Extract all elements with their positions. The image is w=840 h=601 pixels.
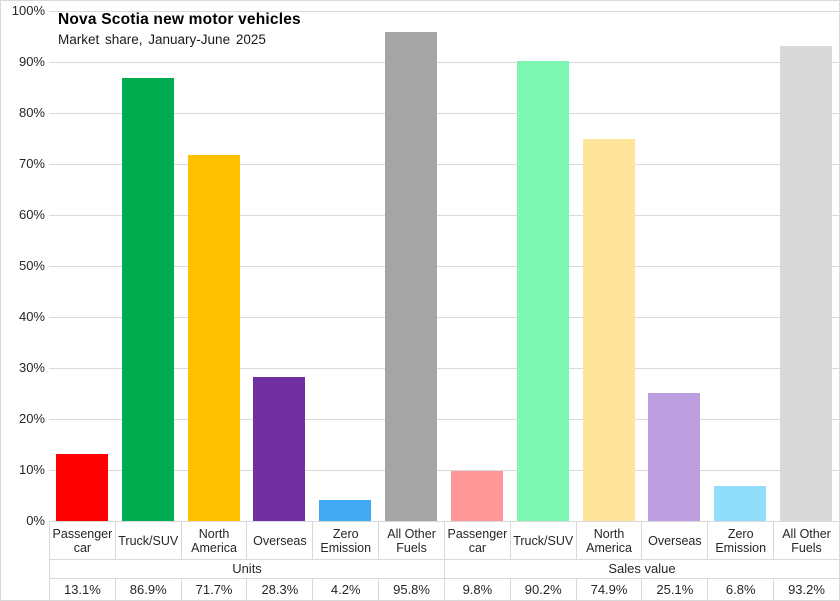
category-data-table: Passenger car Truck/SUV North America Overs… [49,521,839,600]
bar-sales-value-passenger-car [450,471,503,521]
y-tick-label-100: 100% [11,3,45,18]
gridline-70 [49,164,839,165]
gridline-100 [49,11,839,12]
value-label-units-truck-suv: 86.9% [114,579,181,600]
y-tick-label-10: 10% [18,462,45,477]
plot-area [49,1,839,521]
y-tick-label-40: 40% [18,309,45,324]
bar-column-sales-value-truck-suv [510,1,576,521]
gridline-10 [49,470,839,471]
bar-column-units-overseas [246,1,312,521]
bar-sales-value-zero-emission [714,486,767,521]
bar-units-north-america [187,155,240,521]
title-block: Nova Scotia new motor vehicles Market sh… [58,11,301,47]
category-label-units-north-america: North America [180,522,247,559]
gridline-80 [49,113,839,114]
value-label-units-overseas: 28.3% [246,579,312,600]
value-label-units-north-america: 71.7% [180,579,247,600]
bar-sales-value-truck-suv [516,61,569,521]
group-label-sales-value: Sales value [444,560,839,578]
bar-units-passenger-car [55,454,108,521]
bar-column-sales-value-overseas [641,1,707,521]
value-label-sales-value-passenger-car: 9.8% [443,579,510,600]
bar-column-sales-value-all-other-fuels [773,1,839,521]
y-tick-label-80: 80% [18,105,45,120]
value-label-units-passenger-car: 13.1% [63,581,101,597]
category-label-units-overseas: Overseas [246,522,312,559]
value-label-sales-value-all-other-fuels: 93.2% [773,579,839,600]
category-label-sales-value-truck-suv: Truck/SUV [509,522,576,559]
gridline-50 [49,266,839,267]
value-label-sales-value-overseas: 25.1% [641,579,707,600]
gridline-20 [49,419,839,420]
bar-column-units-north-america [181,1,247,521]
y-tick-label-30: 30% [18,360,45,375]
value-label-sales-value-north-america: 74.9% [575,579,642,600]
category-label-sales-value-all-other-fuels: All Other Fuels [773,522,839,559]
category-label-sales-value-zero-emission: Zero Emission [707,522,773,559]
category-label-units-truck-suv: Truck/SUV [114,522,181,559]
bar-units-zero-emission [319,500,372,521]
bar-sales-value-north-america [582,139,635,521]
bar-sales-value-all-other-fuels [780,46,833,521]
bar-column-sales-value-north-america [576,1,642,521]
value-label-sales-value-truck-suv: 90.2% [509,579,576,600]
table-row-cats: Passenger car Truck/SUV North America Overs… [50,522,839,559]
gridline-30 [49,368,839,369]
category-label-sales-value-north-america: North America [575,522,642,559]
bar-units-truck-suv [121,78,174,521]
y-tick-label-90: 90% [18,54,45,69]
bar-sales-value-overseas [648,393,701,521]
y-tick-label-50: 50% [18,258,45,273]
value-label-units-all-other-fuels: 95.8% [378,579,444,600]
value-label-units-zero-emission: 4.2% [312,579,378,600]
y-tick-label-60: 60% [18,207,45,222]
gridline-40 [49,317,839,318]
y-axis: 0% 10% 20% 30% 40% 50% 60% 70% 80% 90% 100% [1,1,45,528]
table-row-vals: 13.1% 86.9% 71.7% 28.3% 4.2% 95.8% 9.8% 90.2% 74… [50,578,839,600]
chart-title: Nova Scotia new motor vehicles [58,11,301,28]
bar-units-overseas [253,377,306,521]
bar-column-units-passenger-car [49,1,115,521]
category-label-units-all-other-fuels: All Other Fuels [378,522,444,559]
category-label-units-passenger-car: Passenger car [52,526,113,555]
bar-column-sales-value-passenger-car [444,1,510,521]
gridline-60 [49,215,839,216]
bar-column-units-zero-emission [312,1,378,521]
category-label-units-zero-emission: Zero Emission [312,522,378,559]
bars-layer [49,1,839,521]
y-tick-label-0: 0% [26,513,45,528]
chart-subtitle: Market share, January-June 2025 [58,32,266,47]
bar-column-sales-value-zero-emission [707,1,773,521]
table-row-groups: Units Sales value [50,559,839,578]
category-label-sales-value-overseas: Overseas [641,522,707,559]
bar-column-units-all-other-fuels [378,1,444,521]
y-tick-label-20: 20% [18,411,45,426]
gridline-90 [49,62,839,63]
category-label-sales-value-passenger-car: Passenger car [443,522,510,559]
bar-units-all-other-fuels [385,32,438,521]
bar-column-units-truck-suv [115,1,181,521]
value-label-sales-value-zero-emission: 6.8% [707,579,773,600]
y-tick-label-70: 70% [18,156,45,171]
group-label-units: Units [232,561,262,576]
